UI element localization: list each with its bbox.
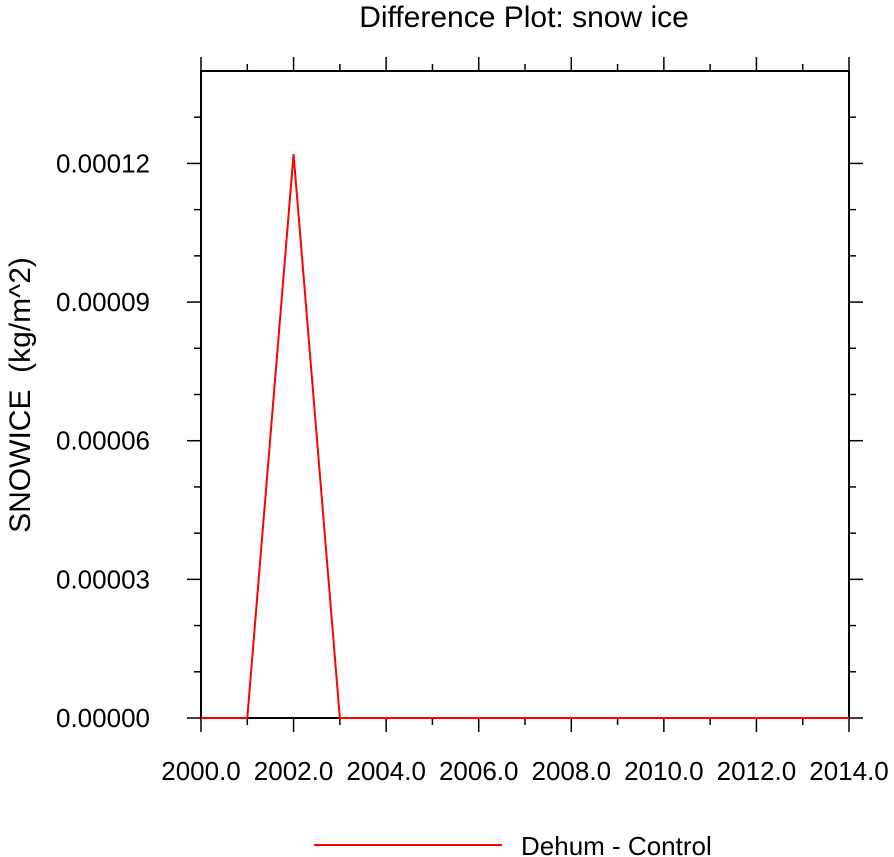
y-axis-label: SNOWICE (kg/m^2) [4,257,37,533]
x-tick-label: 2012.0 [717,756,797,786]
x-tick-label: 2002.0 [254,756,334,786]
x-tick-label: 2004.0 [346,756,426,786]
series-line [201,154,849,719]
legend: Dehum - Control [314,831,712,857]
legend-label: Dehum - Control [521,831,712,857]
x-tick-label: 2010.0 [624,756,704,786]
x-tick-label: 2000.0 [161,756,241,786]
plot-frame [200,70,850,719]
x-tick-label: 2006.0 [439,756,519,786]
y-tick-label: 0.00009 [56,287,150,317]
chart-title: Difference Plot: snow ice [359,1,689,34]
y-tick-label: 0.00006 [56,426,150,456]
y-tick-label: 0.00012 [56,148,150,178]
series-layer [201,154,849,719]
y-tick-label: 0.00003 [56,564,150,594]
axis-ticks: 2000.0 2002.0 2004.0 2006.0 2008.0 2010.0 2012… [56,57,889,786]
x-tick-label: 2008.0 [532,756,612,786]
x-tick-label: 2014.0 [809,756,889,786]
y-tick-label: 0.00000 [56,703,150,733]
